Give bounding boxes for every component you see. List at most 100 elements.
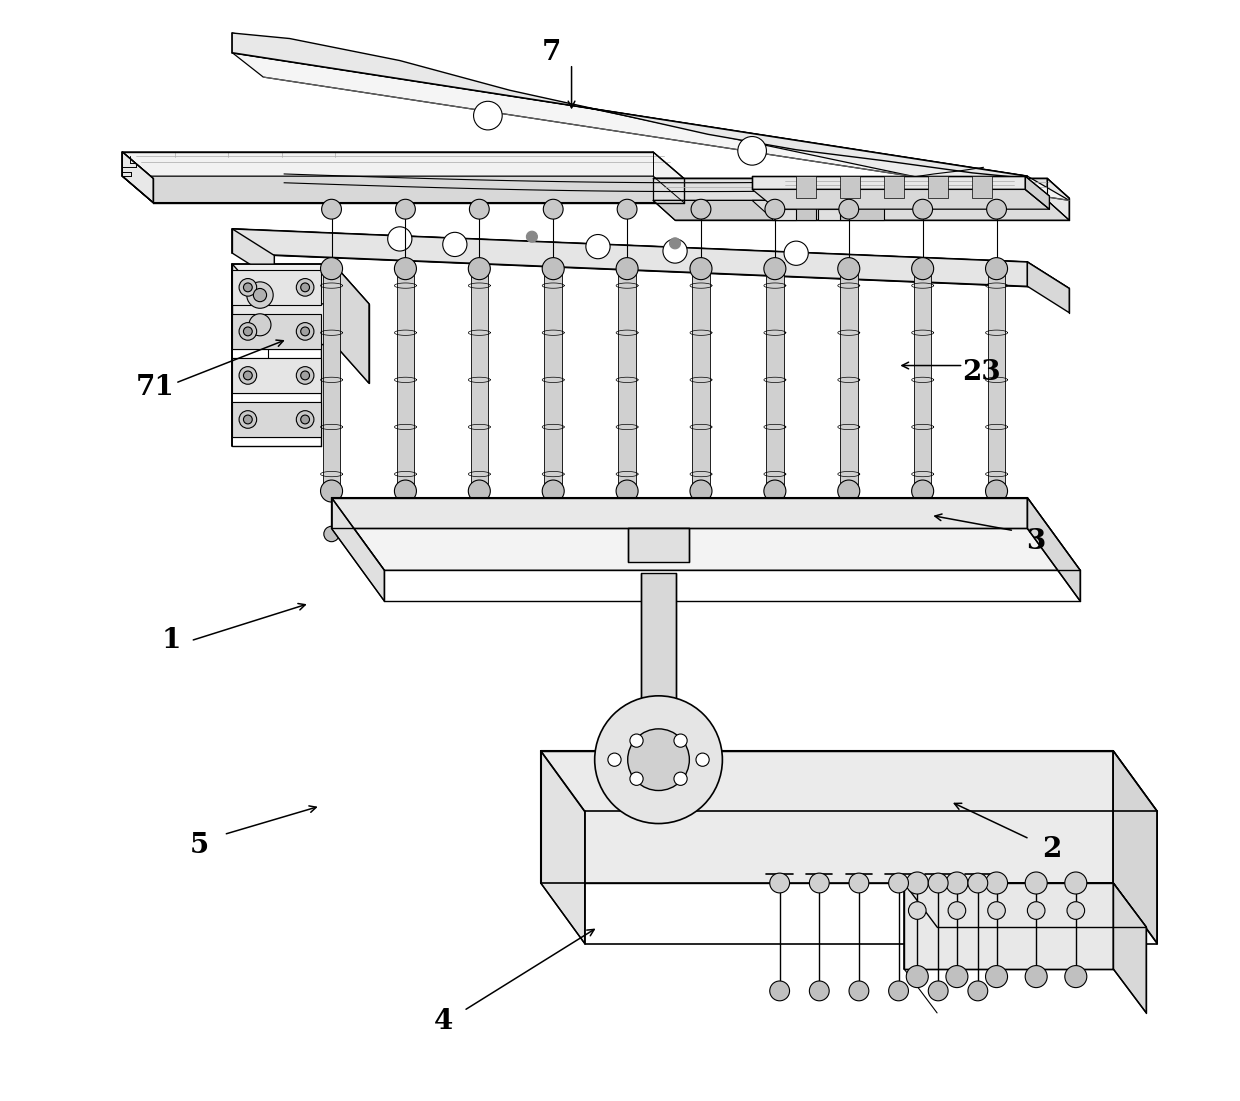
Circle shape (946, 966, 968, 988)
Polygon shape (331, 498, 1080, 570)
Circle shape (396, 199, 415, 219)
Circle shape (394, 258, 417, 280)
Circle shape (849, 873, 869, 893)
Circle shape (630, 734, 644, 748)
Circle shape (443, 232, 467, 257)
Polygon shape (1114, 883, 1146, 1013)
Polygon shape (1048, 178, 1069, 220)
Text: 7: 7 (542, 40, 562, 66)
Circle shape (946, 872, 968, 894)
Circle shape (1025, 966, 1048, 988)
Circle shape (542, 480, 564, 502)
Polygon shape (641, 573, 676, 749)
Circle shape (253, 288, 267, 302)
Circle shape (764, 480, 786, 502)
Circle shape (810, 981, 830, 1001)
Circle shape (398, 526, 413, 542)
Circle shape (296, 411, 314, 428)
Circle shape (696, 753, 709, 766)
Polygon shape (123, 152, 683, 178)
Circle shape (988, 902, 1006, 919)
Polygon shape (627, 528, 689, 562)
Polygon shape (232, 33, 1028, 200)
Circle shape (911, 258, 934, 280)
Polygon shape (972, 176, 992, 198)
Circle shape (301, 327, 310, 336)
Circle shape (675, 734, 687, 748)
Circle shape (239, 367, 257, 384)
Circle shape (911, 480, 934, 502)
Polygon shape (232, 402, 320, 437)
Circle shape (296, 323, 314, 340)
Circle shape (301, 283, 310, 292)
Circle shape (301, 415, 310, 424)
Circle shape (889, 981, 909, 1001)
Circle shape (321, 199, 341, 219)
Circle shape (675, 772, 687, 785)
Polygon shape (397, 262, 414, 498)
Polygon shape (232, 270, 320, 305)
Circle shape (527, 231, 537, 242)
Circle shape (320, 480, 342, 502)
Circle shape (620, 526, 635, 542)
Polygon shape (541, 751, 1157, 811)
Circle shape (909, 902, 926, 919)
Circle shape (693, 526, 709, 542)
Polygon shape (839, 262, 858, 498)
Polygon shape (232, 33, 1028, 178)
Polygon shape (914, 262, 931, 498)
Circle shape (474, 101, 502, 130)
Circle shape (913, 199, 932, 219)
Circle shape (1065, 966, 1086, 988)
Circle shape (388, 227, 412, 251)
Circle shape (764, 258, 786, 280)
Circle shape (986, 872, 1008, 894)
Polygon shape (753, 176, 1025, 189)
Circle shape (470, 199, 490, 219)
Circle shape (838, 258, 859, 280)
Polygon shape (988, 262, 1006, 498)
Circle shape (670, 238, 681, 249)
Circle shape (243, 283, 252, 292)
Circle shape (618, 199, 637, 219)
Polygon shape (232, 358, 320, 393)
Polygon shape (541, 751, 1114, 883)
Circle shape (469, 258, 490, 280)
Circle shape (1066, 902, 1085, 919)
Circle shape (595, 696, 723, 824)
Circle shape (630, 772, 644, 785)
Polygon shape (841, 200, 884, 220)
Polygon shape (232, 229, 274, 280)
Text: 1: 1 (161, 628, 181, 654)
Circle shape (689, 480, 712, 502)
Polygon shape (841, 176, 861, 198)
Text: 2: 2 (1042, 837, 1061, 863)
Polygon shape (232, 264, 334, 344)
Circle shape (616, 480, 639, 502)
Circle shape (324, 526, 340, 542)
Circle shape (838, 199, 858, 219)
Text: 3: 3 (1027, 528, 1045, 555)
Circle shape (542, 258, 564, 280)
Circle shape (1065, 872, 1086, 894)
Circle shape (239, 323, 257, 340)
Circle shape (320, 258, 342, 280)
Polygon shape (1114, 751, 1157, 944)
Circle shape (239, 411, 257, 428)
Polygon shape (818, 209, 841, 220)
Polygon shape (1025, 176, 1049, 209)
Polygon shape (904, 883, 1114, 969)
Circle shape (543, 199, 563, 219)
Circle shape (1025, 872, 1048, 894)
Polygon shape (774, 209, 796, 220)
Polygon shape (929, 176, 949, 198)
Polygon shape (1028, 262, 1069, 313)
Circle shape (627, 729, 689, 791)
Polygon shape (322, 262, 340, 498)
Circle shape (243, 415, 252, 424)
Circle shape (849, 981, 869, 1001)
Text: 5: 5 (190, 832, 210, 859)
Circle shape (929, 873, 949, 893)
Circle shape (929, 981, 949, 1001)
Polygon shape (331, 498, 384, 601)
